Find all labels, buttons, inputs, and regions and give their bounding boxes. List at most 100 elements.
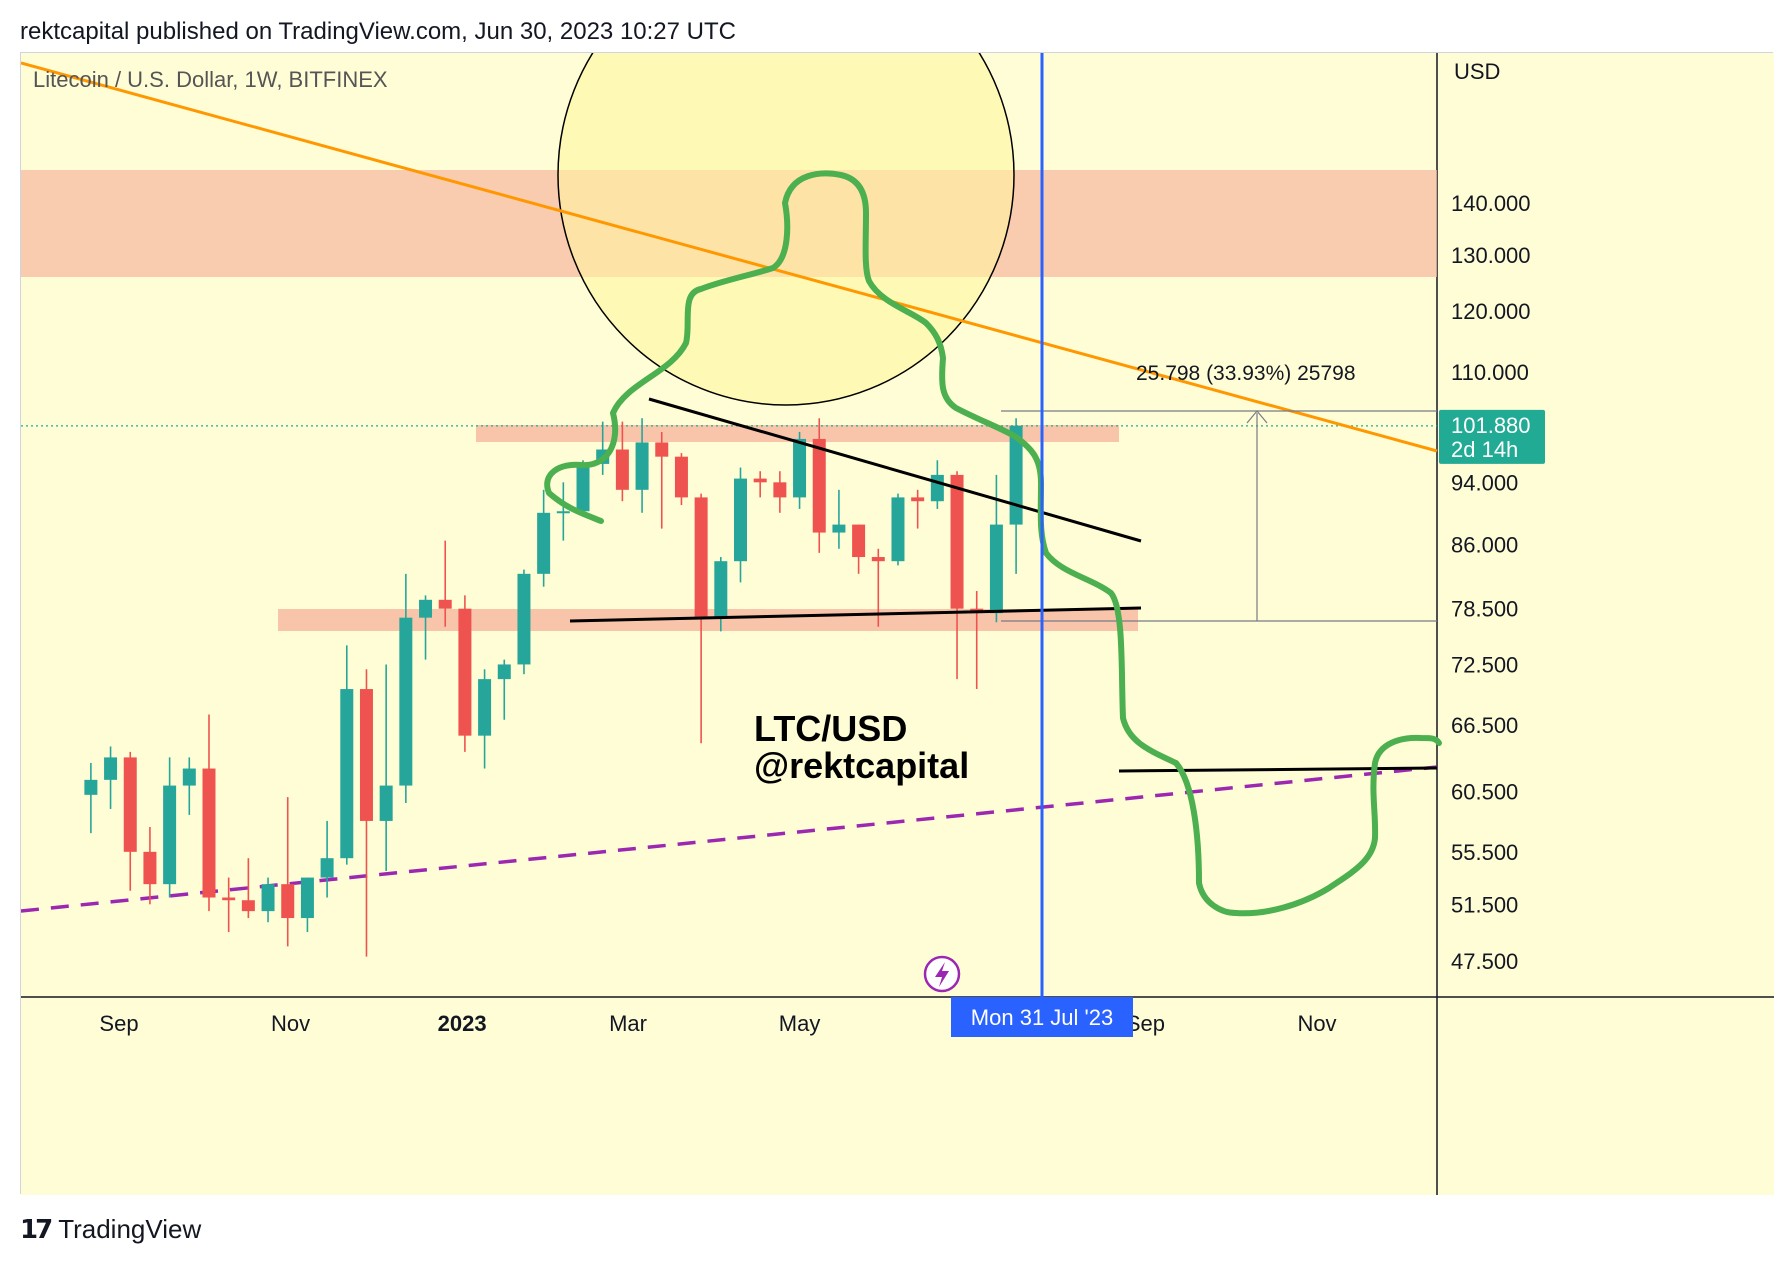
- candle-body: [891, 497, 905, 562]
- candle-body: [674, 456, 688, 498]
- candle-body: [615, 449, 629, 490]
- price-tick-label: 47.500: [1451, 949, 1518, 974]
- candle-body: [84, 779, 98, 795]
- candle: [812, 418, 826, 553]
- time-tick-label: Sep: [99, 1011, 138, 1036]
- candle-body: [655, 442, 669, 457]
- candle: [359, 669, 373, 957]
- descending-trendline: [648, 397, 1142, 543]
- candle-body: [261, 884, 275, 912]
- price-tick-label: 78.500: [1451, 597, 1518, 622]
- candle-body: [419, 599, 433, 618]
- support-zone: [278, 609, 1138, 631]
- price-tick-label: 86.000: [1451, 533, 1518, 558]
- candle: [458, 595, 472, 752]
- candle: [832, 489, 846, 549]
- candle: [497, 659, 511, 720]
- candle: [222, 877, 236, 933]
- candle: [911, 489, 925, 529]
- candle: [320, 820, 334, 898]
- measure-label: 25.798 (33.93%) 25798: [1136, 362, 1356, 385]
- horizontal-support-line: [569, 606, 1142, 623]
- candle-body: [773, 482, 787, 498]
- candle-body: [714, 561, 728, 618]
- candle: [300, 877, 314, 933]
- price-tick-label: 130.000: [1451, 243, 1531, 268]
- candle-body: [497, 664, 511, 680]
- candle-body: [300, 877, 314, 919]
- candle-body: [832, 524, 846, 533]
- candle-body: [458, 608, 472, 736]
- price-tick-label: 140.000: [1451, 191, 1531, 216]
- candle-body: [359, 689, 373, 821]
- publish-caption: rektcapital published on TradingView.com…: [20, 18, 736, 45]
- tradingview-brand-text: TradingView: [58, 1214, 202, 1244]
- candle-body: [733, 478, 747, 562]
- time-tick-label: May: [779, 1011, 821, 1036]
- candle: [950, 471, 964, 680]
- candle: [143, 827, 157, 905]
- resistance-zone-mid: [476, 425, 1119, 442]
- price-tick-label: 66.500: [1451, 713, 1518, 738]
- price-tick-label: 51.500: [1451, 892, 1518, 917]
- candle: [674, 453, 688, 506]
- candle: [655, 431, 669, 529]
- candle-body: [537, 512, 551, 574]
- chart-canvas[interactable]: 25.798 (33.93%) 25798 LTC/USD@rektcapital…: [21, 53, 1774, 1195]
- candle: [793, 431, 807, 509]
- tradingview-logo-icon: 17: [20, 1214, 53, 1245]
- price-tick-label: 94.000: [1451, 470, 1518, 495]
- candle: [576, 460, 590, 517]
- candle: [478, 669, 492, 769]
- candle: [733, 467, 747, 583]
- watermark-author: @rektcapital: [754, 745, 969, 786]
- candle-body: [989, 524, 1003, 614]
- projected-support-line: [1118, 766, 1438, 773]
- measure-arrow-head: [1246, 410, 1268, 424]
- candle-body: [241, 900, 255, 912]
- crosshair-date-label: Mon 31 Jul '23: [971, 1005, 1113, 1030]
- price-tick-label: 110.000: [1451, 360, 1529, 385]
- last-price-tag: [1439, 409, 1545, 464]
- candle: [556, 482, 570, 541]
- candle-body: [438, 599, 452, 609]
- candle: [773, 471, 787, 513]
- candle: [241, 858, 255, 919]
- candle-body: [340, 689, 354, 859]
- chart-frame[interactable]: 25.798 (33.93%) 25798 LTC/USD @rektcapital…: [20, 52, 1774, 1195]
- footer-brand[interactable]: 17 TradingView: [20, 1214, 201, 1245]
- crosshair-date-tag: [951, 997, 1133, 1037]
- candle: [163, 757, 177, 898]
- candle-body: [753, 478, 767, 483]
- candle-body: [930, 474, 944, 502]
- candle: [84, 762, 98, 834]
- candle: [419, 595, 433, 660]
- candle-body: [320, 858, 334, 878]
- time-tick-label: Nov: [271, 1011, 310, 1036]
- candle-body: [281, 884, 295, 919]
- time-tick-label: 2023: [438, 1011, 487, 1036]
- candle: [852, 524, 866, 574]
- time-tick-label: Mar: [609, 1011, 647, 1036]
- candle: [104, 746, 118, 809]
- candle: [635, 418, 649, 513]
- price-tick-label: 55.500: [1451, 840, 1518, 865]
- last-price-value: 101.880: [1451, 413, 1531, 438]
- candle-body: [399, 617, 413, 786]
- watermark-symbol: LTC/USD: [754, 708, 907, 749]
- candle-body: [556, 511, 570, 514]
- candle: [753, 471, 767, 498]
- dashed-support-line: [21, 765, 1438, 913]
- candle: [340, 645, 354, 865]
- candle-body: [143, 851, 157, 885]
- price-axis-background: [1437, 53, 1774, 997]
- time-tick-label: Nov: [1297, 1011, 1336, 1036]
- candle-body: [182, 768, 196, 786]
- projection-path: [544, 170, 1442, 917]
- orange-trendline: [21, 61, 1438, 453]
- candle-body: [478, 679, 492, 736]
- candle-body: [950, 474, 964, 609]
- candle-body: [871, 557, 885, 562]
- candle-body: [123, 757, 137, 852]
- countdown-label: 2d 14h: [1451, 437, 1518, 462]
